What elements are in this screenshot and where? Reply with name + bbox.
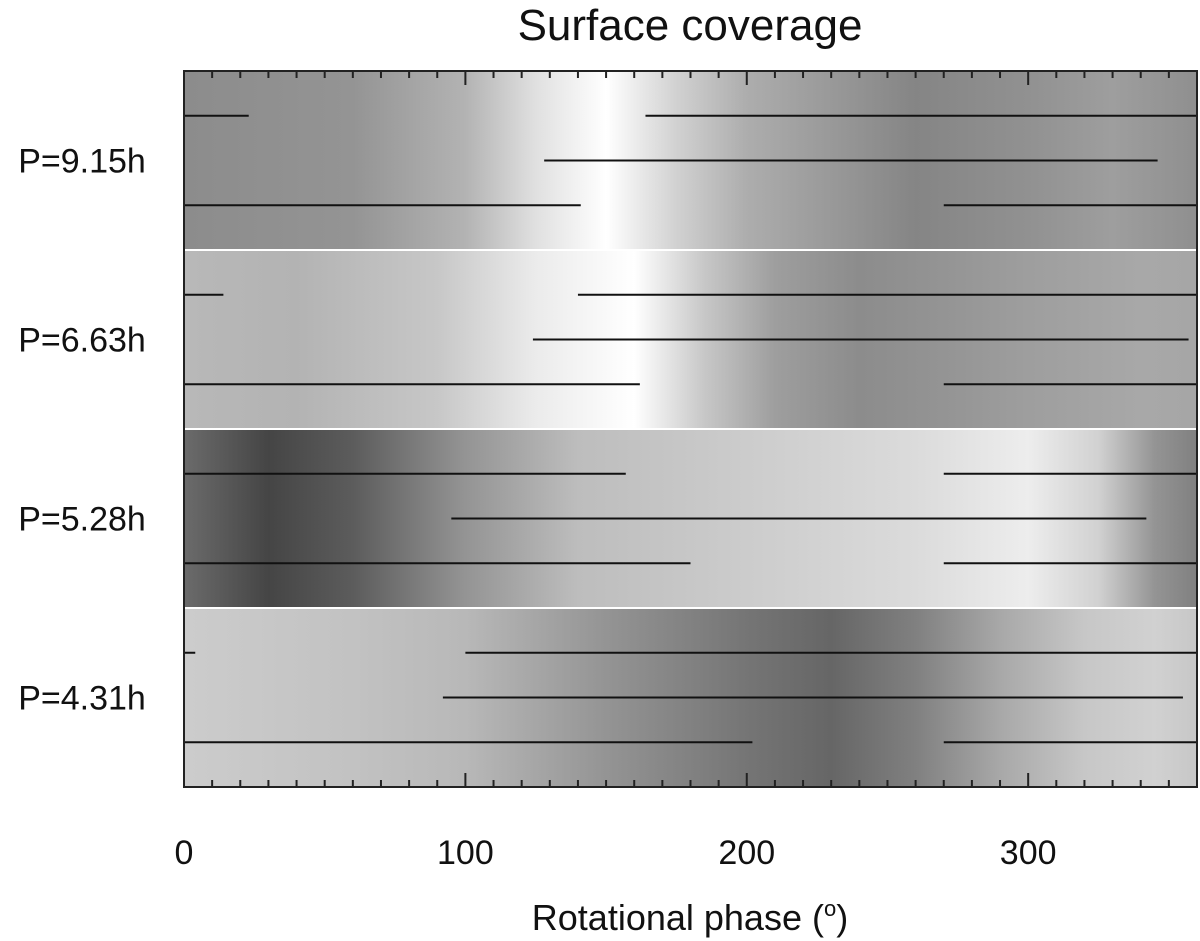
x-axis-ticks: 0 100 200 300: [175, 71, 1198, 872]
band-p-6-63h: P=6.63h: [18, 249, 1197, 429]
band-label: P=6.63h: [18, 322, 146, 360]
x-axis-label-degree: o: [824, 896, 836, 921]
x-axis-label: Rotational phase (o): [532, 896, 848, 938]
x-tick-label: 300: [1000, 834, 1057, 872]
band-p-4-31h: P=4.31h: [18, 607, 1197, 787]
band-label: P=5.28h: [18, 501, 146, 539]
band-label: P=4.31h: [18, 680, 146, 718]
x-tick-label: 0: [175, 834, 194, 872]
x-tick-label: 200: [718, 834, 775, 872]
band-p-5-28h: P=5.28h: [18, 428, 1197, 608]
band-p-9-15h: P=9.15h: [18, 71, 1197, 250]
chart-title: Surface coverage: [518, 1, 863, 50]
band-label: P=9.15h: [18, 143, 146, 181]
x-axis-label-close: ): [836, 897, 848, 938]
x-tick-label: 100: [437, 834, 494, 872]
x-axis-label-main: Rotational phase (: [532, 897, 824, 938]
bands-layer: P=9.15h P=6.63h P=5.28h P=4.31h: [18, 71, 1197, 787]
